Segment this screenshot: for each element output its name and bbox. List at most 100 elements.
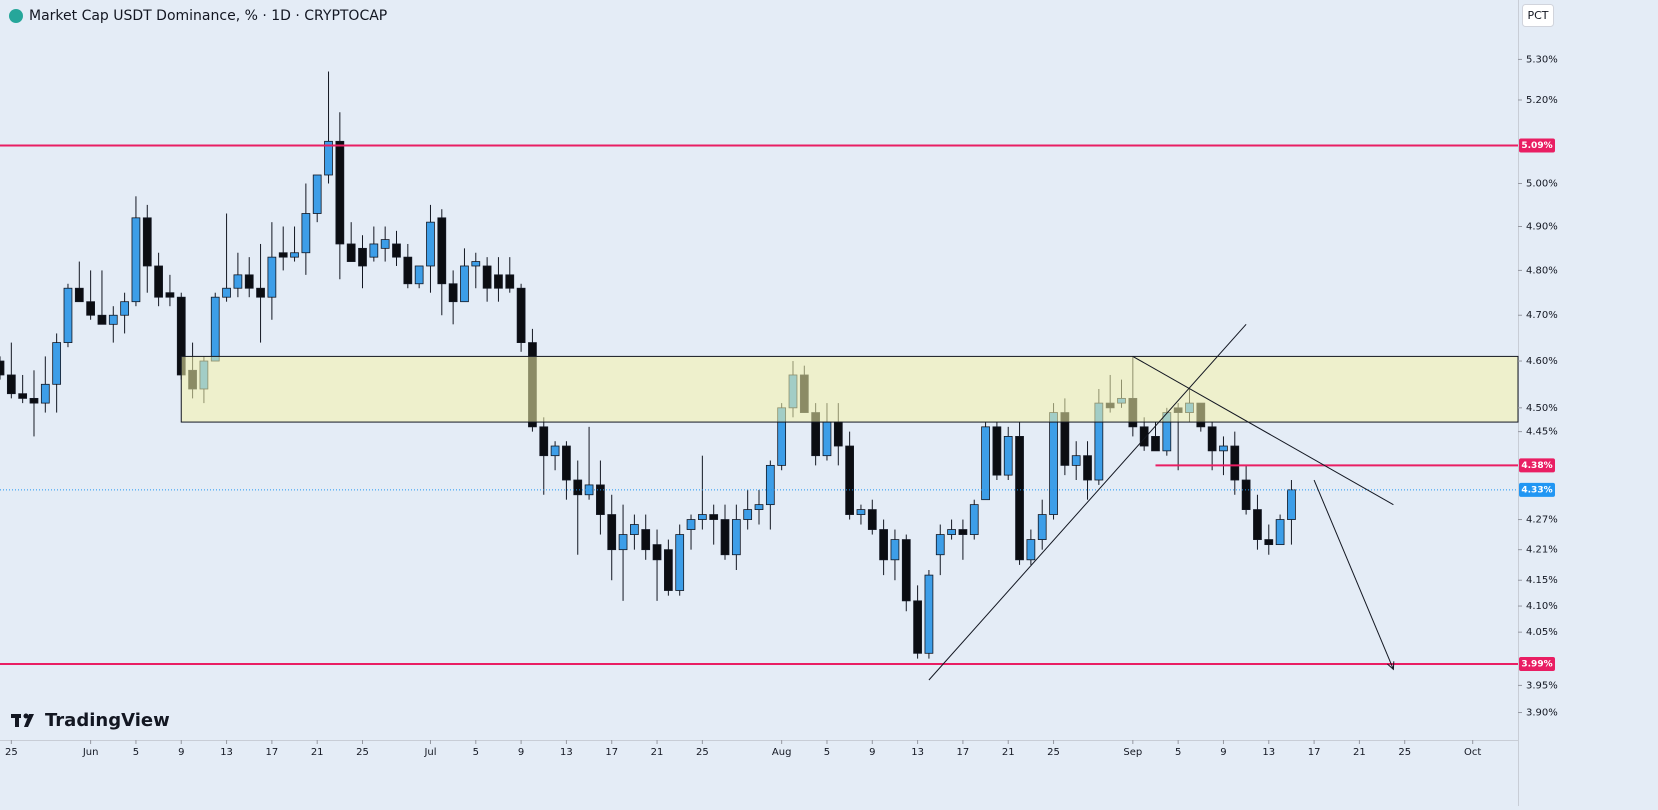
candle-body xyxy=(924,574,934,654)
level-badge xyxy=(1519,458,1555,473)
y-tick-label: 4.15% xyxy=(1526,575,1558,586)
candle-body xyxy=(63,287,73,343)
candle-body xyxy=(947,529,956,535)
x-tick-label: 9 xyxy=(518,747,524,758)
candle-body xyxy=(641,529,651,551)
level-badge xyxy=(1519,656,1555,671)
candle-body xyxy=(448,283,458,303)
candle-body xyxy=(312,174,322,214)
chart-title: Market Cap USDT Dominance, % · 1D · CRYP… xyxy=(29,8,387,24)
candle-body xyxy=(901,539,911,602)
candle-body xyxy=(358,247,367,267)
candle-body xyxy=(1207,426,1217,452)
last-price-label: 4.33% xyxy=(1521,485,1552,495)
candle-body xyxy=(1015,436,1024,561)
x-tick-label: 17 xyxy=(1308,747,1321,758)
candle-body xyxy=(664,549,673,591)
candle-body xyxy=(1241,479,1251,510)
x-tick-label: 5 xyxy=(1175,747,1181,758)
candle-body xyxy=(505,274,515,289)
candle-body xyxy=(108,314,118,325)
x-tick-label: Oct xyxy=(1464,747,1481,758)
candle-body xyxy=(29,397,39,404)
candle-body xyxy=(652,544,662,561)
candle-body xyxy=(1026,539,1036,561)
x-tick-label: 13 xyxy=(911,747,924,758)
x-tick-label: 21 xyxy=(311,747,324,758)
candle-body xyxy=(18,393,28,399)
x-tick-label: 25 xyxy=(696,747,709,758)
candle-body xyxy=(74,287,84,303)
y-tick-label: 4.45% xyxy=(1526,427,1558,438)
candle-body xyxy=(607,514,617,551)
level-label: 3.99% xyxy=(1521,659,1552,669)
x-tick-label: 21 xyxy=(651,747,664,758)
candle-body xyxy=(833,421,843,447)
x-tick-label: 21 xyxy=(1002,747,1015,758)
y-tick-label: 4.21% xyxy=(1526,545,1558,556)
candle-body xyxy=(142,217,152,267)
candle-body xyxy=(1037,514,1047,540)
x-tick-label: 17 xyxy=(605,747,618,758)
scale-button[interactable] xyxy=(1522,4,1554,27)
candle-body xyxy=(210,296,220,362)
scale-label[interactable]: PCT xyxy=(1527,9,1548,22)
candle-body xyxy=(494,274,503,289)
candle-body xyxy=(697,514,707,520)
candle-body xyxy=(52,342,62,385)
y-tick-label: 4.60% xyxy=(1526,356,1558,367)
candle-body xyxy=(369,243,379,258)
candle-body xyxy=(392,243,401,258)
candle-body xyxy=(414,265,424,285)
candle-body xyxy=(120,301,129,316)
candle-body xyxy=(1287,489,1296,520)
candle-body xyxy=(562,445,571,481)
candle-body xyxy=(324,140,333,176)
logo-icon xyxy=(11,713,34,727)
candle-body xyxy=(539,426,549,457)
candle-body xyxy=(765,464,775,506)
candle-body xyxy=(244,274,254,289)
candle-body xyxy=(845,445,854,515)
candle-body xyxy=(867,509,877,530)
candle-body xyxy=(131,217,141,303)
x-tick-label: 21 xyxy=(1353,747,1366,758)
candle-body xyxy=(1071,455,1081,466)
candle-body xyxy=(686,519,696,530)
y-tick-label: 4.27% xyxy=(1526,515,1558,526)
candle-body xyxy=(1003,436,1013,476)
candle-body xyxy=(301,213,311,254)
plot-area xyxy=(0,71,1519,681)
y-tick-label: 5.20% xyxy=(1526,95,1558,106)
candle-body xyxy=(981,426,990,501)
y-tick-label: 4.70% xyxy=(1526,310,1558,321)
candle-body xyxy=(743,509,753,520)
candle-body xyxy=(290,252,299,258)
candle-body xyxy=(86,301,95,316)
candle-body xyxy=(6,374,16,395)
y-tick-label: 4.50% xyxy=(1526,403,1558,414)
candle-body xyxy=(1230,445,1240,481)
candle-body xyxy=(97,314,107,325)
candle-body xyxy=(1049,412,1058,515)
candle-body xyxy=(154,265,163,298)
trendline xyxy=(1132,355,1394,506)
candle-body xyxy=(913,600,922,654)
x-tick-label: Jul xyxy=(423,747,436,758)
y-tick-label: 5.30% xyxy=(1526,54,1558,65)
candle-body xyxy=(1219,445,1228,452)
candle-body xyxy=(233,274,243,289)
x-tick-label: 9 xyxy=(178,747,184,758)
arrow-line xyxy=(1313,479,1394,670)
candle-body xyxy=(1151,436,1160,452)
y-tick-label: 3.90% xyxy=(1526,708,1558,719)
candle-body xyxy=(460,265,469,303)
x-tick-label: 13 xyxy=(1262,747,1275,758)
candle-body xyxy=(550,445,560,457)
x-tick-label: 25 xyxy=(5,747,18,758)
candle-body xyxy=(573,479,583,496)
level-label: 5.09% xyxy=(1521,141,1552,151)
candle-body xyxy=(403,256,413,285)
candle-body xyxy=(482,265,492,289)
